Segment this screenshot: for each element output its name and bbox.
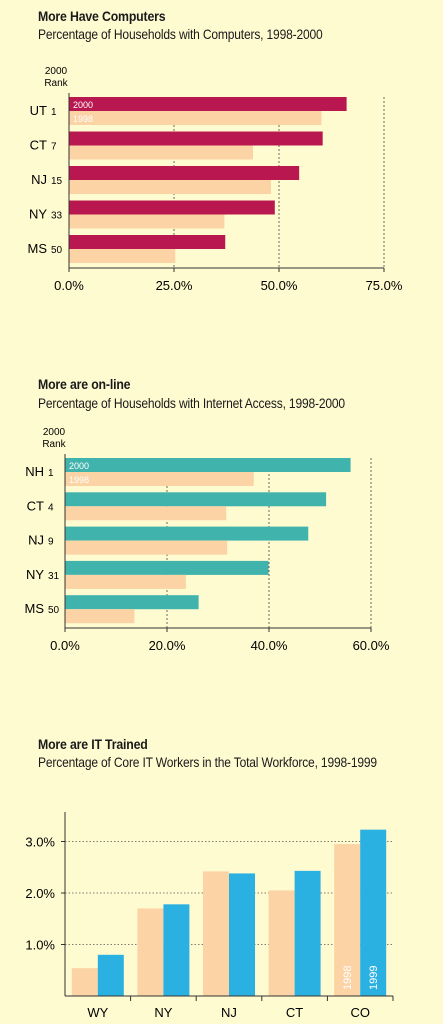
rank-header-label: Rank [44, 78, 68, 89]
bar-2000 [65, 458, 351, 472]
category-label: NY [26, 567, 44, 582]
bar-2000 [65, 526, 309, 541]
category-label: NY [29, 207, 47, 222]
rank-label: 50 [48, 605, 60, 616]
series-label-1998: 1998 [342, 966, 354, 990]
chart1-title: More Have Computers [38, 8, 166, 24]
rank-label: 9 [48, 537, 54, 548]
category-label: MS [28, 241, 48, 256]
series-label-2000: 2000 [69, 461, 89, 471]
chart2-title: More are on-line [38, 376, 131, 392]
x-tick-label: 40.0% [251, 638, 288, 653]
series-label-1999: 1999 [368, 966, 380, 990]
bar-1998 [65, 540, 228, 555]
x-tick-label: 60.0% [353, 638, 390, 653]
rank-header-label: Rank [42, 439, 66, 450]
bar-1998 [65, 472, 254, 486]
category-label: CO [350, 1005, 370, 1020]
bar-1998 [268, 890, 295, 996]
bar-1998 [69, 145, 253, 160]
rank-label: 4 [48, 502, 54, 513]
series-label-1998: 1998 [73, 114, 93, 124]
bar-1999 [97, 954, 124, 996]
chart1-subtitle: Percentage of Households with Computers,… [38, 26, 323, 42]
bar-1998 [69, 180, 272, 194]
bar-2000 [65, 492, 327, 507]
bar-1998 [71, 968, 98, 996]
x-tick-label: 0.0% [54, 278, 84, 293]
y-tick-label: 2.0% [25, 886, 55, 901]
bar-2000 [69, 131, 323, 146]
y-tick-label: 3.0% [25, 835, 55, 850]
bar-2000 [65, 595, 199, 610]
rank-label: 7 [51, 142, 57, 153]
chart3-title: More are IT Trained [38, 736, 148, 752]
bar-2000 [69, 166, 300, 180]
rank-header-year: 2000 [45, 66, 68, 77]
category-label: NH [25, 464, 44, 479]
chart3-subtitle: Percentage of Core IT Workers in the Tot… [38, 754, 377, 770]
x-tick-label: 75.0% [366, 278, 403, 293]
bar-1998 [203, 871, 229, 996]
category-label: NJ [221, 1005, 237, 1020]
category-label: NJ [31, 172, 47, 187]
bar-1999 [360, 829, 387, 996]
rank-header-year: 2000 [43, 427, 66, 438]
rank-label: 31 [48, 571, 60, 582]
bar-2000 [69, 97, 347, 111]
rank-label: 1 [48, 468, 54, 479]
category-label: MS [25, 601, 45, 616]
category-label: CT [30, 138, 47, 153]
bar-1998 [69, 249, 176, 263]
bar-1998 [65, 574, 186, 589]
series-label-1998: 1998 [69, 475, 89, 485]
bar-1998 [65, 506, 227, 521]
category-label: NJ [28, 533, 44, 548]
bar-2000 [69, 235, 226, 249]
y-tick-label: 1.0% [25, 938, 55, 953]
bar-1998 [69, 214, 225, 229]
rank-label: 33 [51, 211, 63, 222]
bar-1999 [229, 873, 255, 996]
x-tick-label: 50.0% [261, 278, 298, 293]
x-tick-label: 0.0% [50, 638, 80, 653]
rank-label: 15 [51, 176, 63, 187]
category-label: UT [30, 103, 47, 118]
rank-label: 50 [51, 245, 63, 256]
bar-1999 [163, 904, 190, 996]
bar-1998 [334, 844, 361, 996]
category-label: CT [27, 498, 44, 513]
bar-1998 [69, 111, 322, 125]
category-label: CT [286, 1005, 303, 1020]
bar-1998 [137, 908, 164, 996]
bar-1999 [294, 870, 321, 996]
x-tick-label: 20.0% [149, 638, 186, 653]
category-label: NY [154, 1005, 172, 1020]
bar-1998 [65, 609, 135, 624]
x-tick-label: 25.0% [156, 278, 193, 293]
category-label: WY [87, 1005, 108, 1020]
rank-label: 1 [51, 107, 57, 118]
series-label-2000: 2000 [73, 100, 93, 110]
chart2-subtitle: Percentage of Households with Internet A… [38, 395, 345, 411]
bar-2000 [69, 200, 275, 215]
bar-2000 [65, 560, 269, 575]
